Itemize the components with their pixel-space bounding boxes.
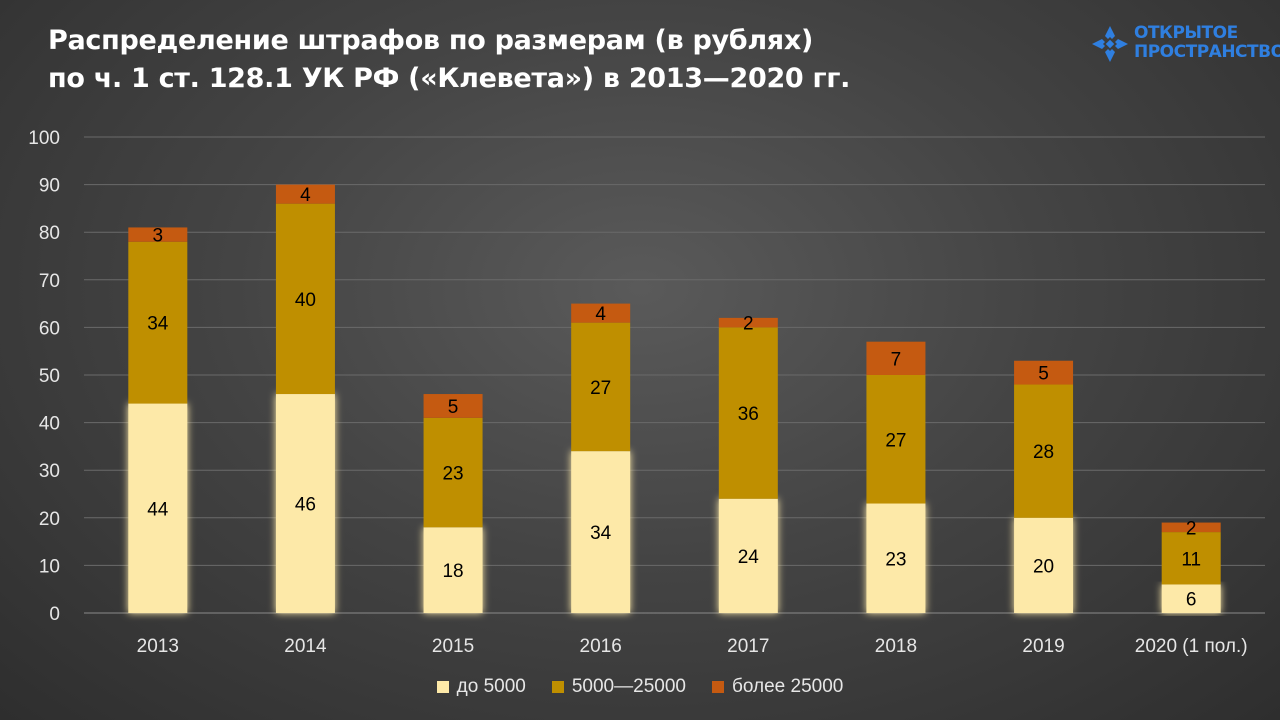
logo-line1: Открытое (1134, 23, 1238, 43)
bar-segment-3 (866, 341, 926, 375)
data-label: 34 (590, 523, 612, 544)
legend: до 5000 5000—25000 более 25000 (0, 676, 1280, 698)
bar-segment-3 (718, 317, 778, 328)
bar-segment-3 (1161, 522, 1221, 533)
data-label: 2 (1186, 518, 1197, 539)
data-label: 11 (1181, 549, 1201, 570)
legend-label: до 5000 (456, 676, 526, 697)
legend-item-series1: до 5000 (436, 676, 526, 698)
data-label: 34 (147, 314, 169, 335)
y-tick-label: 50 (39, 366, 60, 387)
x-tick-label: 2015 (432, 636, 474, 657)
logo-line2: Пространство (1134, 42, 1280, 62)
bar-segment-3 (1014, 360, 1074, 385)
bar-segment-1 (866, 503, 926, 613)
data-label: 5 (1038, 364, 1049, 385)
bar-segment-2 (571, 322, 631, 452)
chart-title: Распределение штрафов по размерам (в руб… (48, 22, 850, 98)
x-tick-label: 2018 (875, 636, 917, 657)
legend-item-series3: более 25000 (711, 676, 844, 698)
bar-segment-2 (128, 241, 188, 404)
bar-segment-2 (1014, 384, 1074, 518)
data-label: 7 (891, 349, 902, 370)
data-label: 6 (1186, 590, 1197, 611)
bar-segment-3 (275, 184, 335, 204)
data-label: 27 (590, 378, 611, 399)
data-label: 28 (1033, 442, 1054, 463)
y-tick-label: 60 (39, 318, 60, 339)
data-label: 2 (743, 314, 754, 335)
y-tick-label: 20 (39, 509, 60, 530)
bar-segment-3 (423, 394, 483, 418)
bar-segment-3 (571, 303, 631, 323)
legend-swatch (711, 681, 724, 693)
legend-swatch (551, 681, 564, 693)
data-label: 23 (442, 464, 463, 485)
data-label: 4 (595, 304, 606, 325)
x-tick-label: 2014 (284, 636, 327, 657)
bar-segment-1 (1014, 517, 1074, 613)
bar-segment-1 (128, 403, 188, 613)
bar-segment-3 (128, 227, 188, 242)
bar-segment-2 (423, 417, 483, 528)
data-label: 40 (295, 290, 316, 311)
legend-label: 5000—25000 (571, 676, 686, 697)
data-label: 24 (738, 547, 760, 568)
bar-segment-2 (275, 203, 335, 395)
bar-segment-2 (1161, 532, 1221, 585)
x-tick-label: 2016 (580, 636, 622, 657)
data-label: 18 (442, 561, 463, 582)
legend-swatch (436, 681, 449, 693)
legend-item-series2: 5000—25000 (551, 676, 686, 698)
chart-title-line1: Распределение штрафов по размерам (в руб… (48, 25, 814, 56)
data-label: 27 (885, 430, 906, 451)
y-tick-label: 90 (39, 176, 60, 197)
data-label: 5 (448, 397, 459, 418)
data-label: 23 (885, 549, 906, 570)
bar-segment-1 (1161, 584, 1221, 613)
data-label: 46 (295, 495, 316, 516)
data-label: 4 (300, 185, 311, 206)
y-tick-label: 70 (39, 271, 60, 292)
data-label: 3 (153, 226, 164, 247)
chart-title-line2: по ч. 1 ст. 128.1 УК РФ («Клевета») в 20… (48, 63, 851, 94)
y-tick-label: 80 (39, 223, 60, 244)
bar-segment-1 (275, 394, 335, 613)
x-tick-label: 2013 (137, 636, 179, 657)
cross-star-icon (1092, 26, 1128, 62)
y-tick-label: 100 (28, 128, 60, 149)
x-tick-label: 2019 (1022, 636, 1064, 657)
y-tick-label: 40 (39, 414, 60, 435)
bar-segment-2 (866, 375, 926, 504)
data-label: 44 (147, 499, 169, 520)
bar-segment-1 (571, 451, 631, 613)
x-tick-label: 2020 (1 пол.) (1135, 636, 1248, 657)
bar-segment-2 (718, 327, 778, 499)
bar-segment-1 (423, 527, 483, 613)
y-tick-label: 10 (39, 556, 60, 577)
y-tick-label: 30 (39, 461, 60, 482)
data-label: 36 (738, 404, 759, 425)
x-tick-label: 2017 (727, 636, 769, 657)
legend-label: более 25000 (731, 676, 844, 697)
y-tick-label: 0 (49, 604, 60, 625)
logo: Открытое Пространство (1090, 22, 1280, 66)
data-label: 20 (1033, 556, 1054, 577)
bar-segment-1 (718, 498, 778, 613)
